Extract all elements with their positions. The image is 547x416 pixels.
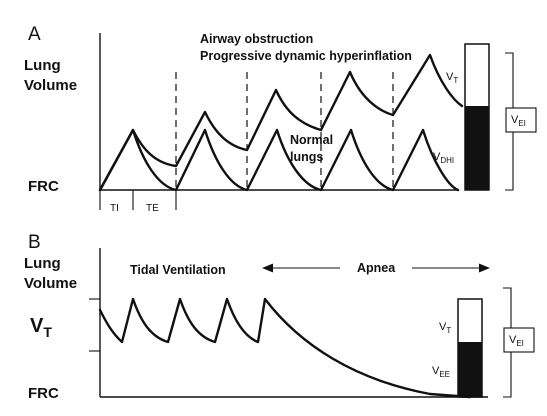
tidal-apnea-trace bbox=[98, 297, 472, 399]
panel-b-y-label-line1: Lung bbox=[24, 255, 61, 272]
apnea-arrow-left-head bbox=[262, 263, 273, 273]
panel-a: A Lung Volume FRC Airway obstruction Pro… bbox=[24, 24, 537, 214]
panel-a-y-label-line2: Volume bbox=[24, 77, 77, 94]
panel-a-vdhi-label: VDHI bbox=[433, 151, 454, 165]
panel-a-vdhi-bar bbox=[465, 106, 489, 190]
panel-b-vei-label: VEI bbox=[509, 334, 524, 348]
apnea-label: Apnea bbox=[357, 261, 396, 275]
panel-b-vt-axis-label: VT bbox=[30, 315, 52, 340]
panel-a-title-line2: Progressive dynamic hyperinflation bbox=[200, 49, 412, 63]
panel-b-letter: B bbox=[28, 232, 41, 253]
ti-label: TI bbox=[110, 203, 119, 214]
panel-a-vei-label: VEI bbox=[511, 114, 526, 128]
panel-a-vei-box bbox=[505, 107, 537, 133]
panel-a-y-label-line1: Lung bbox=[24, 57, 61, 74]
panel-b: B Lung Volume VT FRC Tidal Ventilation A… bbox=[24, 232, 535, 402]
tidal-ventilation-label: Tidal Ventilation bbox=[130, 263, 226, 277]
panel-b-vee-label: VEE bbox=[432, 365, 450, 379]
panel-b-frc-label: FRC bbox=[28, 385, 59, 402]
normal-lungs-label-line2: lungs bbox=[290, 150, 323, 164]
panel-b-vei-box bbox=[503, 327, 535, 353]
te-label: TE bbox=[146, 203, 159, 214]
panel-a-letter: A bbox=[28, 24, 41, 45]
panel-b-vee-bar bbox=[458, 342, 482, 397]
apnea-arrow-right-head bbox=[479, 263, 490, 273]
panel-b-y-label-line2: Volume bbox=[24, 275, 77, 292]
panel-a-frc-label: FRC bbox=[28, 178, 59, 195]
panel-a-title-line1: Airway obstruction bbox=[200, 32, 313, 46]
panel-b-vt-label: VT bbox=[439, 321, 451, 335]
normal-lungs-trace bbox=[98, 128, 460, 192]
airway-obstruction-trace bbox=[98, 53, 464, 192]
panel-a-vt-label: VT bbox=[446, 71, 458, 85]
normal-lungs-label-line1: Normal bbox=[290, 133, 333, 147]
